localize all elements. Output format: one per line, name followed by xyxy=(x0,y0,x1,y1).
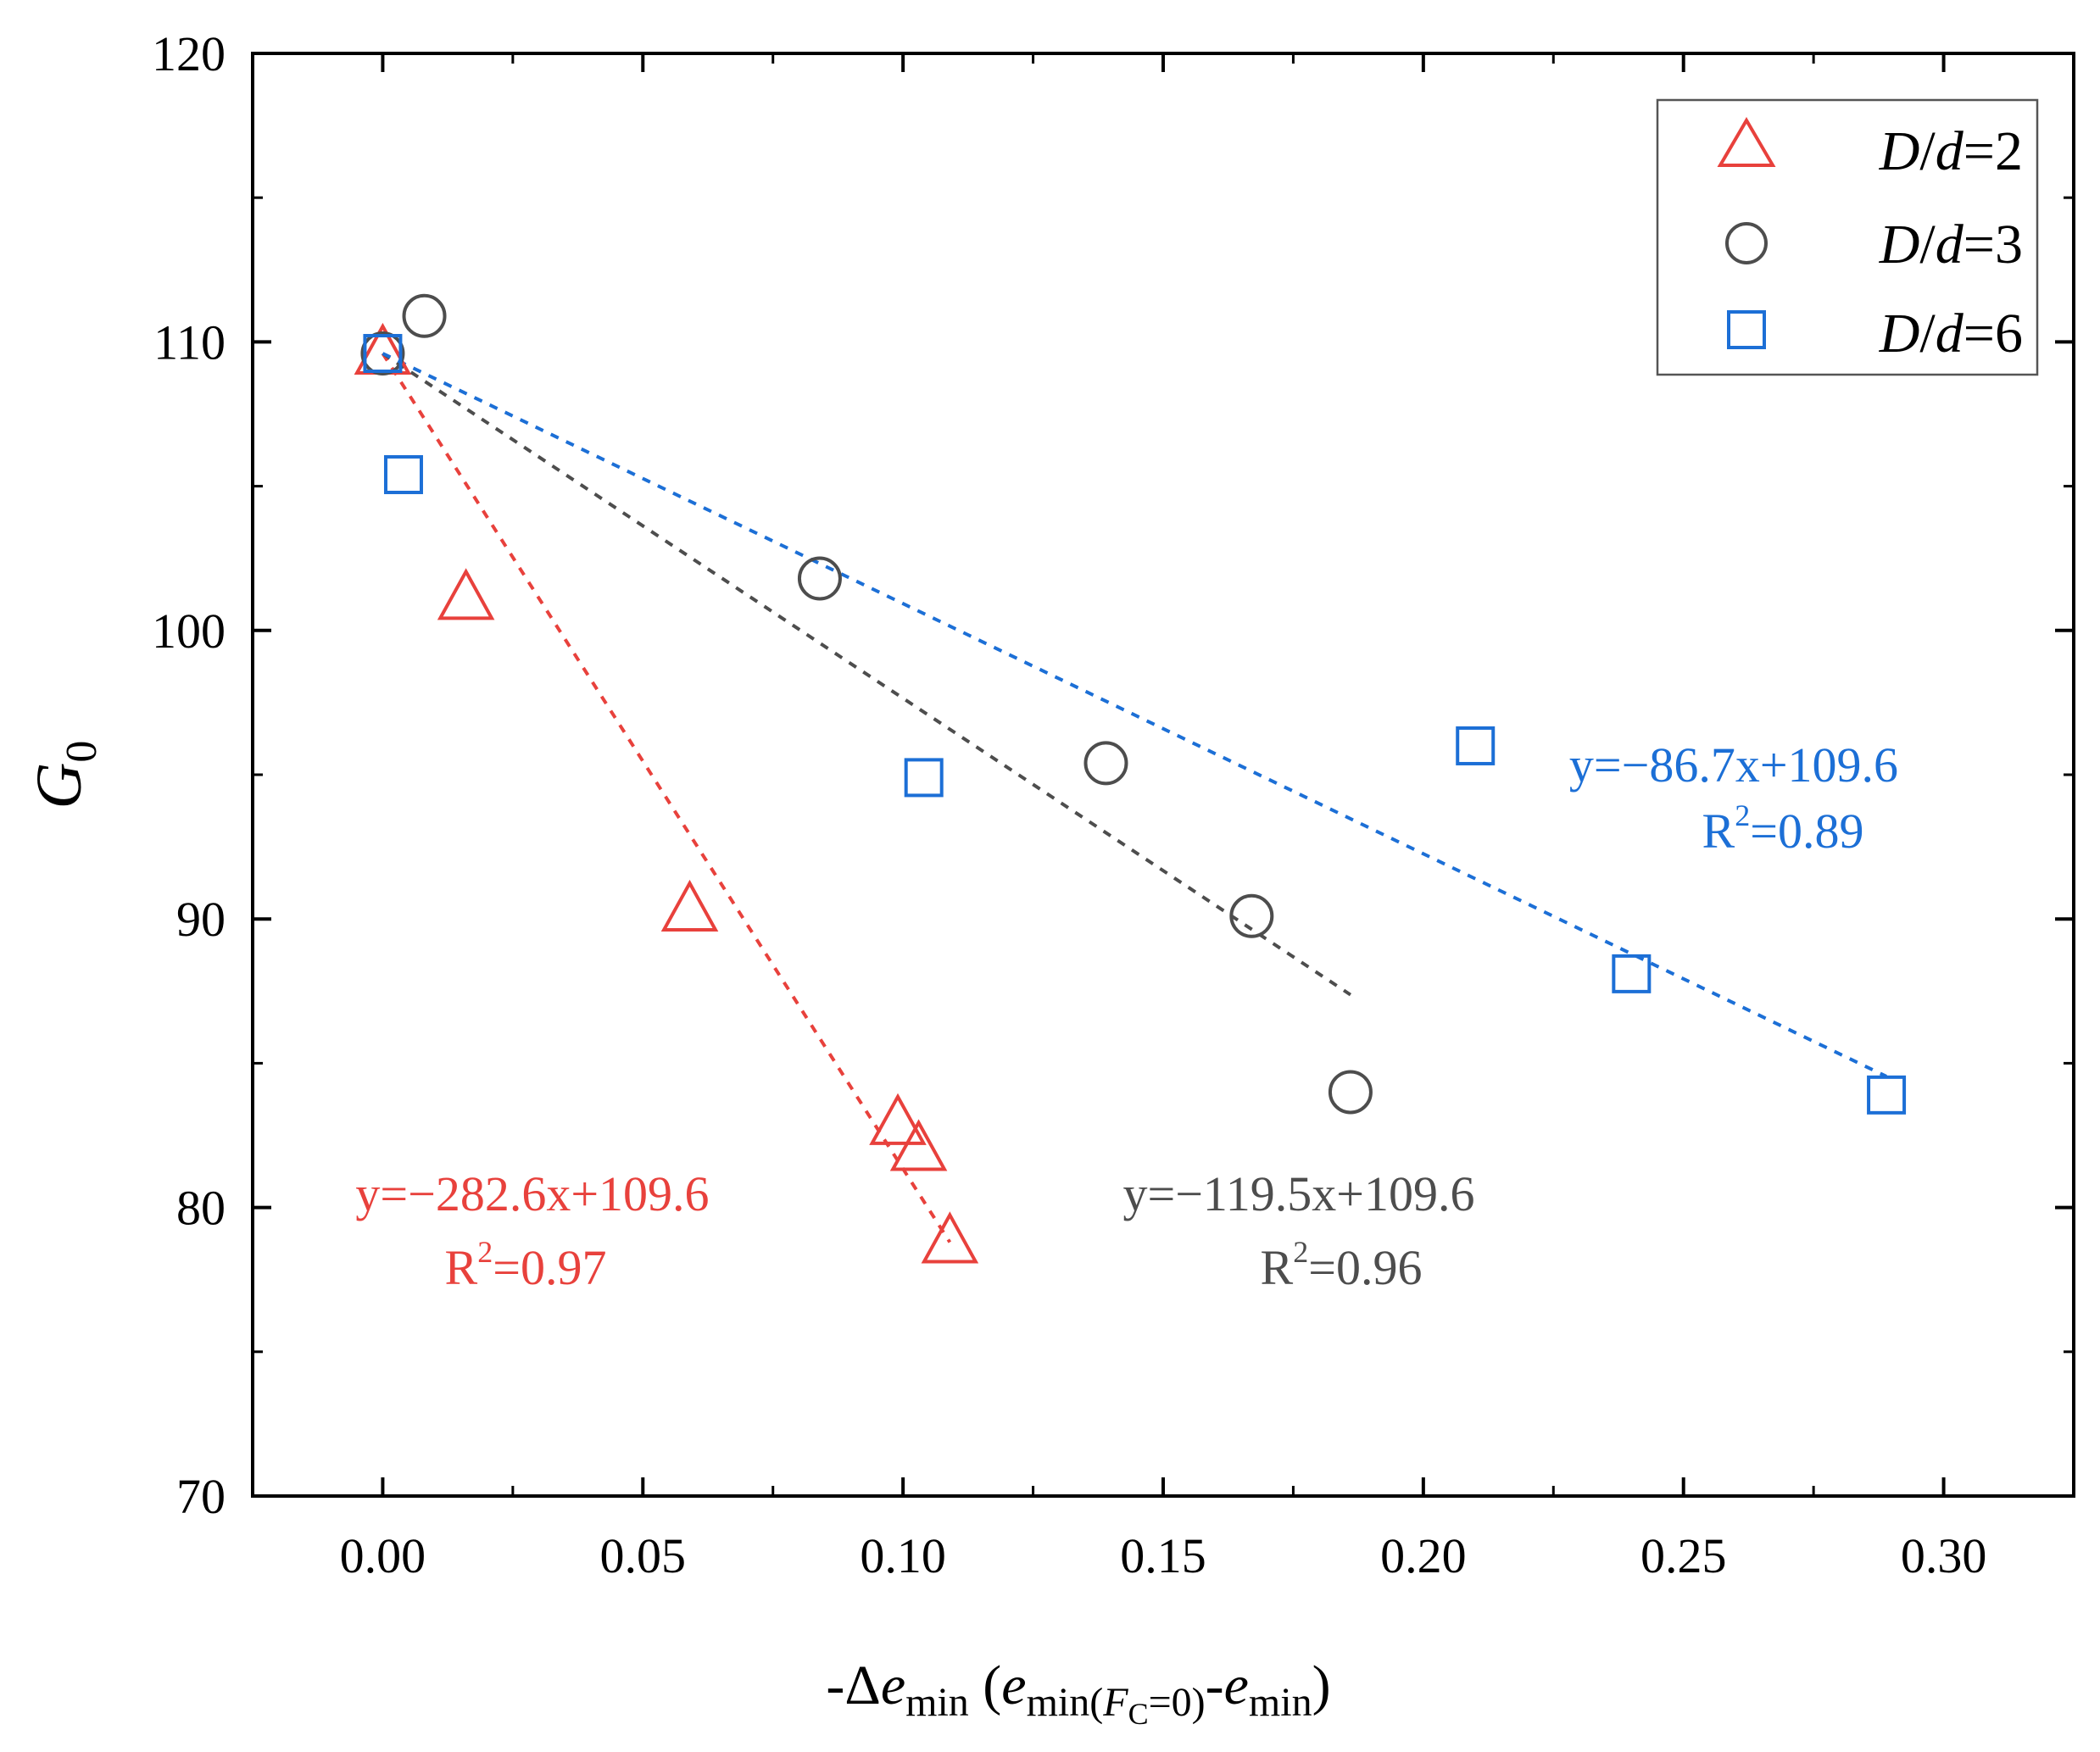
data-point-square xyxy=(904,758,944,798)
equation-dd3: y=−119.5x+109.6 xyxy=(1123,1166,1475,1221)
fit-line-1 xyxy=(381,352,952,1243)
y-tick-label: 110 xyxy=(153,314,226,370)
x-tick-label: 0.10 xyxy=(860,1528,946,1583)
equation-dd6: y=−86.7x+109.6 xyxy=(1569,737,1898,793)
y-tick-label: 120 xyxy=(152,26,226,81)
legend-item-dd6: D/d=6 xyxy=(1727,303,2023,364)
x-title-min: min xyxy=(905,1680,969,1725)
x-title-f: F xyxy=(1102,1680,1128,1725)
y-axis-title-g: G xyxy=(24,763,95,809)
y-tick-label: 90 xyxy=(176,892,226,947)
data-point-triangle xyxy=(437,568,495,620)
legend-label-dd2: D/d=2 xyxy=(1879,120,2023,182)
x-axis-title: -Δemin (emin(FC=0)-emin) xyxy=(826,1655,1330,1731)
x-axis-ticks: 0.00 0.05 0.10 0.15 0.20 0.25 0.30 xyxy=(340,53,1987,1583)
x-title-paren-close: ) xyxy=(1312,1655,1331,1716)
y-tick-label: 100 xyxy=(152,603,226,659)
x-tick-label: 0.15 xyxy=(1120,1528,1206,1583)
data-point-circle xyxy=(360,331,405,376)
r2-dd6: R2=0.89 xyxy=(1702,798,1864,859)
data-point-circle xyxy=(1083,741,1128,786)
data-point-triangle xyxy=(660,879,719,932)
x-tick-label: 0.25 xyxy=(1640,1528,1727,1583)
x-title-min-f: min( xyxy=(1027,1680,1104,1725)
data-point-square xyxy=(1867,1075,1907,1115)
x-tick-label: 0.05 xyxy=(600,1528,687,1583)
x-title-e: e xyxy=(881,1655,905,1716)
x-title-e2: e xyxy=(1001,1655,1026,1716)
legend-box xyxy=(1656,98,2039,376)
annotation-dd6: y=−86.7x+109.6 R2=0.89 xyxy=(1569,737,1898,859)
data-markers xyxy=(354,293,1907,1264)
x-title-prefix: -Δ xyxy=(826,1655,880,1716)
data-point-square xyxy=(1612,954,1652,993)
y-tick-label: 80 xyxy=(176,1181,226,1236)
x-tick-label: 0.00 xyxy=(340,1528,426,1583)
x-title-e3: e xyxy=(1224,1655,1249,1716)
x-tick-label: 0.20 xyxy=(1380,1528,1467,1583)
annotation-dd2: y=−282.6x+109.6 R2=0.97 xyxy=(355,1166,709,1295)
y-tick-label: 70 xyxy=(176,1469,226,1524)
r2-dd3: R2=0.96 xyxy=(1261,1235,1423,1295)
y-axis-title-sub: 0 xyxy=(58,741,106,763)
data-point-circle xyxy=(402,293,447,338)
data-point-circle xyxy=(797,556,842,601)
x-title-c: C xyxy=(1128,1697,1149,1731)
x-title-paren-open: ( xyxy=(969,1655,1001,1716)
data-point-triangle xyxy=(889,1119,948,1171)
data-point-square xyxy=(363,334,403,374)
r2-dd2: R2=0.97 xyxy=(445,1235,607,1295)
x-title-min2: min xyxy=(1249,1680,1312,1725)
legend: D/d=2 D/d=3 D/d=6 xyxy=(1656,98,2039,376)
data-point-circle xyxy=(1328,1070,1373,1115)
legend-marker-circle xyxy=(1725,222,1768,264)
x-title-eq0: =0) xyxy=(1149,1680,1206,1725)
x-title-dash: - xyxy=(1206,1655,1224,1716)
data-point-square xyxy=(383,454,423,494)
legend-label-dd3: D/d=3 xyxy=(1879,214,2023,275)
equation-dd2: y=−282.6x+109.6 xyxy=(355,1166,709,1221)
data-point-square xyxy=(1456,726,1496,765)
legend-marker-triangle xyxy=(1717,117,1776,167)
annotation-dd3: y=−119.5x+109.6 R2=0.96 xyxy=(1123,1166,1475,1295)
legend-marker-square xyxy=(1727,310,1766,349)
data-point-triangle xyxy=(869,1093,927,1145)
legend-item-dd3: D/d=3 xyxy=(1725,214,2023,275)
y-axis-ticks: 70 80 90 100 110 120 xyxy=(152,26,2074,1524)
legend-item-dd2: D/d=2 xyxy=(1717,117,2023,182)
legend-label-dd6: D/d=6 xyxy=(1879,303,2023,364)
data-point-triangle xyxy=(921,1211,979,1264)
data-point-circle xyxy=(1229,893,1274,938)
y-axis-title: G0 xyxy=(24,741,106,809)
x-tick-label: 0.30 xyxy=(1901,1528,1987,1583)
fit-line-2 xyxy=(382,352,1352,997)
